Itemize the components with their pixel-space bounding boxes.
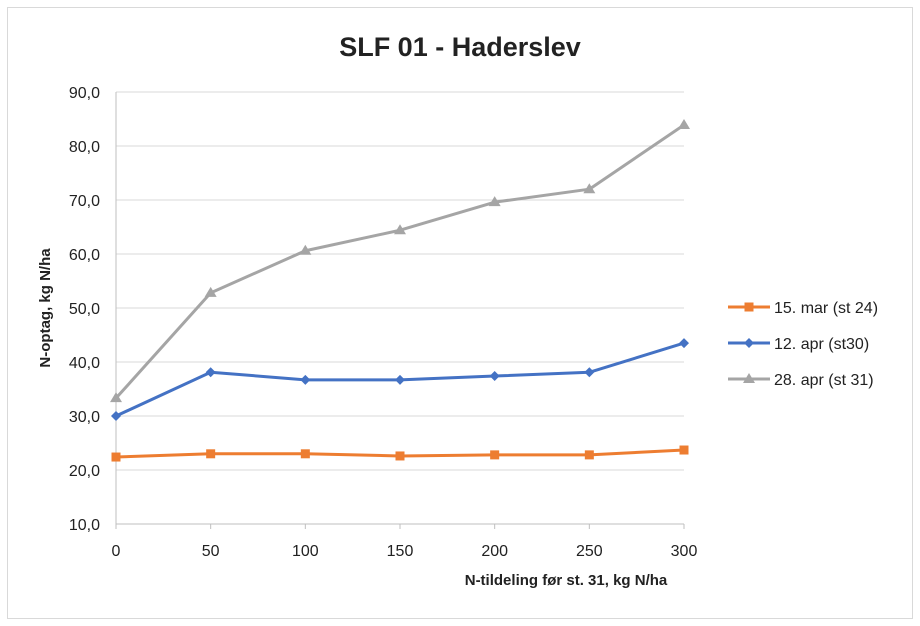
diamond-marker [300,374,311,385]
square-marker [679,445,689,455]
square-marker [395,451,405,461]
diamond-marker [584,367,595,378]
triangle-marker [678,118,690,129]
x-tick-label: 50 [202,543,220,560]
square-marker [744,302,754,312]
triangle-marker [299,244,312,255]
x-tick-label: 100 [292,543,319,560]
triangle-marker [394,224,406,235]
triangle-marker [204,286,217,297]
y-tick-label: 70,0 [69,193,100,210]
legend-label: 28. apr (st 31) [774,372,874,389]
y-tick-label: 30,0 [69,409,100,426]
square-marker [584,450,594,460]
x-tick-label: 250 [576,543,603,560]
triangle-marker [583,183,596,194]
triangle-marker [743,373,755,383]
triangle-marker [488,196,501,207]
legend-label: 15. mar (st 24) [774,300,878,317]
y-axis-label: N-optag, kg N/ha [37,248,54,368]
square-marker [111,452,121,462]
y-tick-label: 80,0 [69,139,100,156]
y-tick-label: 90,0 [69,85,100,102]
x-tick-label: 200 [481,543,508,560]
chart-title: SLF 01 - Haderslev [339,32,581,62]
y-tick-label: 60,0 [69,247,100,264]
triangle-marker [110,392,122,403]
y-tick-label: 10,0 [69,517,100,534]
x-axis-label: N-tildeling før st. 31, kg N/ha [465,572,668,589]
diamond-marker [744,338,754,348]
diamond-marker [111,411,121,421]
x-tick-label: 300 [671,543,698,560]
y-tick-label: 40,0 [69,355,100,372]
y-tick-label: 20,0 [69,463,100,480]
x-tick-label: 150 [387,543,414,560]
square-marker [300,449,310,459]
legend-label: 12. apr (st30) [774,336,869,353]
square-marker [490,450,500,460]
diamond-marker [489,371,500,382]
square-marker [206,449,216,459]
x-tick-label: 0 [112,543,121,560]
chart-frame [7,7,913,619]
y-tick-label: 50,0 [69,301,100,318]
diamond-marker [395,374,405,385]
diamond-marker [205,367,216,378]
series-line-3 [114,123,685,400]
diamond-marker [679,338,689,349]
